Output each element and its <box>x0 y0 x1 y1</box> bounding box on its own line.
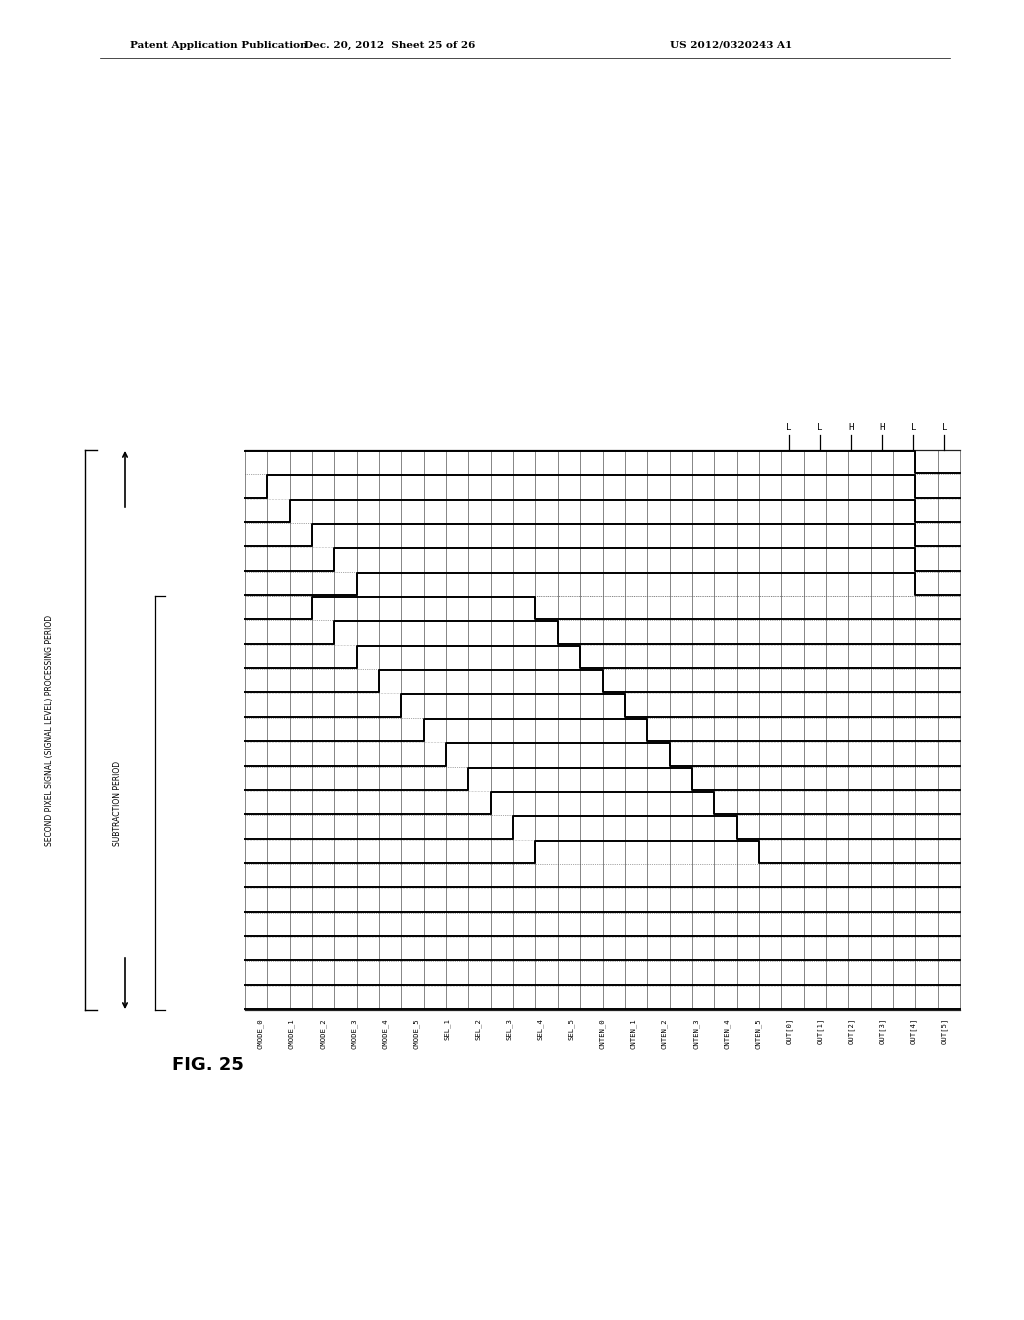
Text: L: L <box>817 422 823 432</box>
Text: CNTEN_1: CNTEN_1 <box>630 1018 637 1048</box>
Text: CMODE_3: CMODE_3 <box>350 1018 357 1048</box>
Text: Dec. 20, 2012  Sheet 25 of 26: Dec. 20, 2012 Sheet 25 of 26 <box>304 41 476 50</box>
Text: CMODE_1: CMODE_1 <box>289 1018 295 1048</box>
Text: CMODE_5: CMODE_5 <box>413 1018 419 1048</box>
Text: US 2012/0320243 A1: US 2012/0320243 A1 <box>670 41 793 49</box>
Text: CMODE_2: CMODE_2 <box>319 1018 326 1048</box>
Text: CMODE_4: CMODE_4 <box>382 1018 388 1048</box>
Text: SUBTRACTION PERIOD: SUBTRACTION PERIOD <box>114 760 123 846</box>
Text: OUT[2]: OUT[2] <box>848 1018 855 1044</box>
Text: CNTEN_3: CNTEN_3 <box>692 1018 699 1048</box>
Text: SECOND PIXEL SIGNAL (SIGNAL LEVEL) PROCESSING PERIOD: SECOND PIXEL SIGNAL (SIGNAL LEVEL) PROCE… <box>45 614 54 846</box>
Text: H: H <box>880 422 885 432</box>
Text: CNTEN_0: CNTEN_0 <box>599 1018 606 1048</box>
Text: CNTEN_5: CNTEN_5 <box>755 1018 761 1048</box>
Text: L: L <box>942 422 947 432</box>
Text: OUT[4]: OUT[4] <box>910 1018 916 1044</box>
Text: OUT[5]: OUT[5] <box>941 1018 948 1044</box>
Text: SEL_3: SEL_3 <box>506 1018 513 1040</box>
Text: H: H <box>849 422 854 432</box>
Text: SEL_5: SEL_5 <box>568 1018 574 1040</box>
Text: SEL_1: SEL_1 <box>443 1018 451 1040</box>
Text: L: L <box>910 422 916 432</box>
Text: CNTEN_2: CNTEN_2 <box>662 1018 668 1048</box>
Text: CMODE_0: CMODE_0 <box>257 1018 264 1048</box>
Text: SEL_2: SEL_2 <box>475 1018 481 1040</box>
Text: OUT[0]: OUT[0] <box>785 1018 793 1044</box>
Text: FIG. 25: FIG. 25 <box>172 1056 244 1074</box>
Text: OUT[3]: OUT[3] <box>879 1018 886 1044</box>
Text: CNTEN_4: CNTEN_4 <box>724 1018 730 1048</box>
Text: L: L <box>786 422 792 432</box>
Text: SEL_4: SEL_4 <box>537 1018 544 1040</box>
Text: OUT[1]: OUT[1] <box>817 1018 823 1044</box>
Text: Patent Application Publication: Patent Application Publication <box>130 41 307 49</box>
